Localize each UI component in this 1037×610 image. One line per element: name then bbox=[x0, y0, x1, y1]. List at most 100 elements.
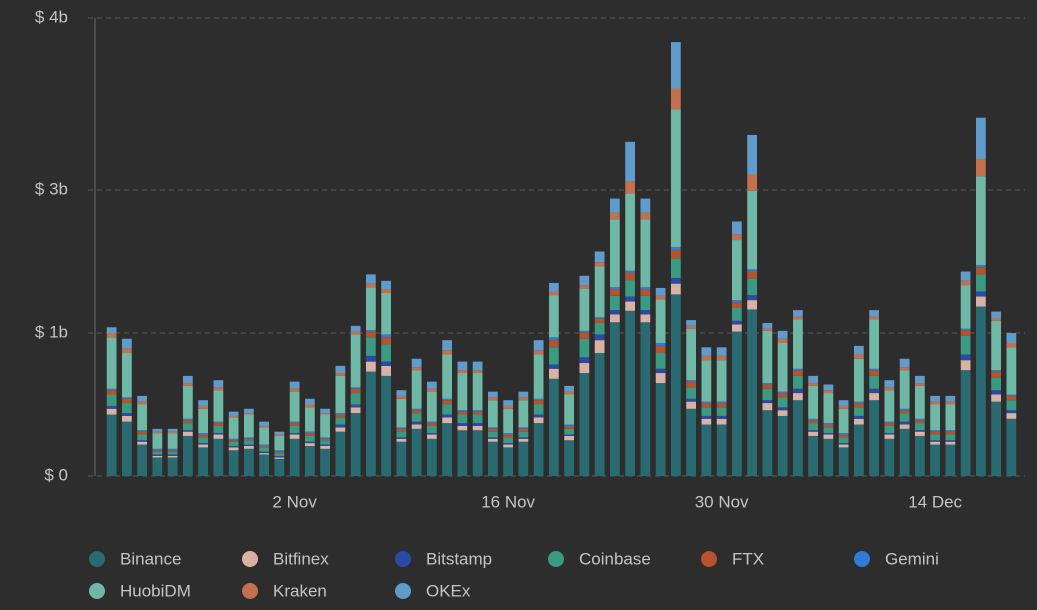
bar-segment bbox=[182, 418, 193, 421]
bar-segment bbox=[304, 445, 315, 476]
bar-segment bbox=[152, 450, 163, 452]
bar-segment bbox=[838, 433, 849, 435]
bar-segment bbox=[853, 418, 864, 425]
bar-segment bbox=[472, 410, 483, 412]
bar-segment bbox=[899, 367, 910, 371]
bar-segment bbox=[823, 438, 834, 476]
bar-segment bbox=[945, 404, 956, 431]
bar-segment bbox=[533, 340, 544, 351]
bar-segment bbox=[152, 451, 163, 455]
bar-segment bbox=[640, 287, 651, 290]
bar-segment bbox=[137, 431, 148, 435]
bar-segment bbox=[426, 438, 437, 476]
bar-segment bbox=[472, 425, 483, 431]
bar-segment bbox=[975, 306, 986, 476]
bar-segment bbox=[518, 400, 529, 428]
bar-segment bbox=[320, 444, 331, 446]
bar-segment bbox=[884, 433, 895, 435]
bar-segment bbox=[396, 428, 407, 432]
bar-segment bbox=[945, 434, 956, 441]
bar-segment bbox=[1006, 395, 1017, 401]
bar-segment bbox=[548, 340, 559, 348]
bar-segment bbox=[121, 421, 132, 476]
bar-segment bbox=[259, 451, 270, 454]
bar-segment bbox=[899, 428, 910, 476]
bar-segment bbox=[381, 280, 392, 290]
bar-segment bbox=[304, 407, 315, 432]
bar-segment bbox=[625, 280, 636, 297]
bar-segment bbox=[274, 453, 285, 456]
bar-segment bbox=[548, 295, 559, 338]
bar-segment bbox=[411, 424, 422, 429]
bar-segment bbox=[213, 425, 224, 434]
bar-segment bbox=[243, 437, 254, 439]
bar-segment bbox=[152, 455, 163, 458]
bar-segment bbox=[365, 287, 376, 331]
bar-segment bbox=[640, 310, 651, 315]
bar-segment bbox=[594, 353, 605, 476]
bar-segment bbox=[396, 437, 407, 439]
bar-segment bbox=[228, 447, 239, 451]
bar-segment bbox=[320, 437, 331, 439]
bar-segment bbox=[259, 421, 270, 426]
bar-segment bbox=[884, 380, 895, 388]
bar-segment bbox=[274, 457, 285, 459]
bar-segment bbox=[914, 430, 925, 432]
bar-segment bbox=[213, 387, 224, 391]
bar-segment bbox=[213, 434, 224, 439]
bar-segment bbox=[137, 441, 148, 445]
bar-segment bbox=[503, 408, 514, 434]
bar-segment bbox=[1006, 410, 1017, 414]
bar-segment bbox=[487, 427, 498, 429]
bar-segment bbox=[762, 388, 773, 401]
bar-segment bbox=[792, 310, 803, 317]
bar-segment bbox=[731, 320, 742, 325]
bar-segment bbox=[792, 316, 803, 320]
bar-segment bbox=[625, 272, 636, 281]
bar-segment bbox=[716, 347, 727, 356]
bar-segment bbox=[853, 403, 864, 408]
bar-segment bbox=[838, 443, 849, 445]
bar-segment bbox=[548, 378, 559, 476]
bar-segment bbox=[198, 434, 209, 438]
bar-segment bbox=[350, 325, 361, 332]
bar-segment bbox=[670, 277, 681, 284]
bar-segment bbox=[121, 398, 132, 404]
bar-segment bbox=[121, 413, 132, 416]
bar-segment bbox=[792, 368, 803, 371]
bar-segment bbox=[594, 322, 605, 335]
bar-segment bbox=[167, 455, 178, 458]
bar-segment bbox=[808, 418, 819, 421]
bar-segment bbox=[655, 295, 666, 300]
bar-segment bbox=[853, 424, 864, 476]
bar-segment bbox=[182, 435, 193, 476]
bar-segment bbox=[640, 322, 651, 476]
bar-segment bbox=[808, 423, 819, 431]
bar-segment bbox=[457, 425, 468, 431]
bar-segment bbox=[472, 423, 483, 426]
y-tick-label: $ 3b bbox=[35, 179, 68, 198]
bar-segment bbox=[442, 404, 453, 415]
bar-segment bbox=[213, 433, 224, 435]
bar-segment bbox=[762, 403, 773, 411]
bar-segment bbox=[533, 414, 544, 418]
bar-segment bbox=[350, 407, 361, 414]
bar-segment bbox=[426, 391, 437, 422]
legend-label: Gemini bbox=[885, 549, 939, 568]
bar-segment bbox=[823, 423, 834, 425]
bar-segment bbox=[686, 398, 697, 402]
bar-segment bbox=[823, 393, 834, 424]
bar-segment bbox=[640, 314, 651, 323]
bar-segment bbox=[213, 423, 224, 426]
bar-segment bbox=[609, 219, 620, 288]
bar-segment bbox=[243, 448, 254, 476]
bar-segment bbox=[442, 414, 453, 418]
bar-segment bbox=[914, 418, 925, 421]
bar-segment bbox=[762, 384, 773, 389]
bar-segment bbox=[594, 262, 605, 267]
bar-segment bbox=[503, 443, 514, 445]
bar-segment bbox=[1006, 400, 1017, 411]
legend-label: Bitfinex bbox=[273, 549, 329, 568]
bar-segment bbox=[945, 431, 956, 435]
bar-segment bbox=[381, 334, 392, 338]
